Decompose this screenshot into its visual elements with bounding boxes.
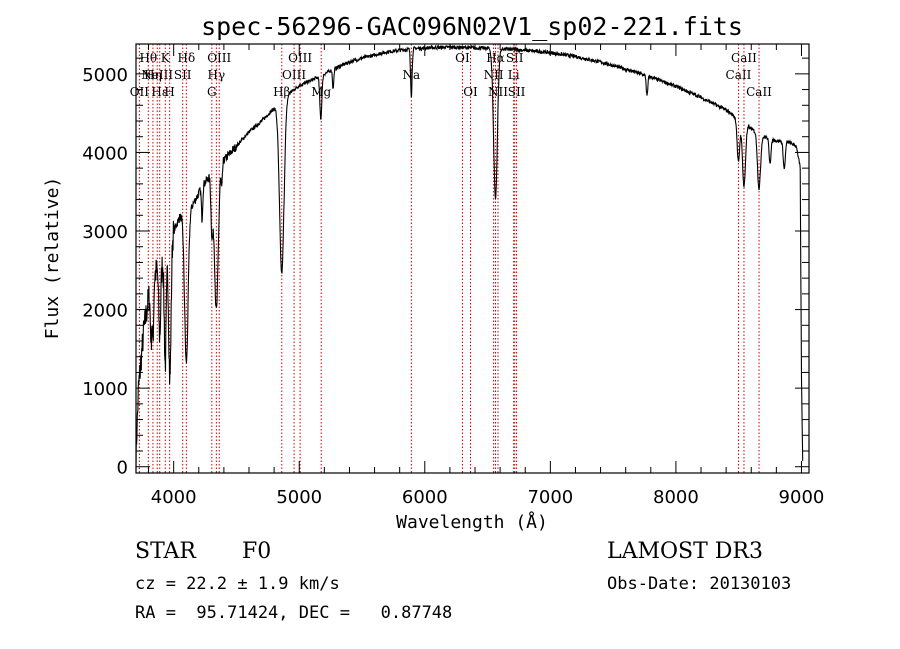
x-tick-label: 7000 xyxy=(527,487,573,508)
x-tick-label: 9000 xyxy=(779,487,825,508)
line-marker-label: OIII xyxy=(207,51,231,65)
x-tick-label: 8000 xyxy=(653,487,699,508)
y-tick-label: 3000 xyxy=(82,222,128,243)
axis-ticks: 4000 5000 6000 7000 8000 9000 0 1000 2000 3000 400… xyxy=(82,44,824,508)
line-marker-label: OI xyxy=(455,51,470,65)
line-marker-label: CaII xyxy=(731,51,757,65)
line-marker-label: SII xyxy=(506,51,524,65)
line-marker-label: Na xyxy=(403,68,421,82)
line-marker-label: NeIII xyxy=(141,68,173,82)
y-tick-label: 2000 xyxy=(82,301,128,322)
line-marker-label: OII xyxy=(130,85,150,99)
line-marker-label: Li xyxy=(508,68,520,82)
line-marker-label: CaII xyxy=(746,85,772,99)
line-marker-label: CaII xyxy=(726,68,752,82)
survey-name: LAMOST DR3 xyxy=(607,539,763,564)
plot-frame xyxy=(135,43,810,474)
x-tick-label: 5000 xyxy=(276,487,322,508)
line-marker-label: Hδ xyxy=(177,51,195,65)
line-marker-label: K xyxy=(161,51,171,65)
spectrum-line xyxy=(135,43,804,470)
y-tick-label: 1000 xyxy=(82,379,128,400)
line-markers: OIIHθHηNeIIIHεKHSIIHδGHγOIIIHβOIIIOIIIMg… xyxy=(130,44,772,473)
line-marker-label: OIII xyxy=(288,51,312,65)
line-marker-label: OI xyxy=(463,85,478,99)
obs-date-text: Obs-Date: 20130103 xyxy=(607,574,792,594)
redshift-text: cz = 22.2 ± 1.9 km/s xyxy=(135,574,340,594)
line-marker-label: Hβ xyxy=(273,85,290,99)
line-marker-label: Hγ xyxy=(208,68,226,82)
y-tick-label: 4000 xyxy=(82,143,128,164)
line-marker-label: Hε xyxy=(151,85,168,99)
line-marker-label: SII xyxy=(174,68,192,82)
x-tick-label: 6000 xyxy=(402,487,448,508)
line-marker-label: Hη xyxy=(144,68,162,82)
chart-title: spec-56296-GAC096N02V1_sp02-221.fits xyxy=(201,12,743,41)
line-marker-label: Mg xyxy=(311,85,331,99)
object-subclass: F0 xyxy=(242,539,272,564)
line-marker-label: H xyxy=(164,85,174,99)
y-axis-label: Flux (relative) xyxy=(42,177,63,340)
line-marker-label: G xyxy=(207,85,217,99)
line-marker-label: SII xyxy=(508,85,526,99)
line-marker-label: NII xyxy=(484,68,504,82)
y-tick-label: 5000 xyxy=(82,65,128,86)
coordinates-text: RA = 95.71424, DEC = 0.87748 xyxy=(135,603,453,623)
line-marker-label: Hα xyxy=(486,51,505,65)
y-tick-label: 0 xyxy=(117,458,128,479)
x-axis-label: Wavelength (Å) xyxy=(396,511,548,533)
x-tick-label: 4000 xyxy=(151,487,197,508)
object-class: STAR xyxy=(135,539,196,564)
line-marker-label: OIII xyxy=(282,68,306,82)
